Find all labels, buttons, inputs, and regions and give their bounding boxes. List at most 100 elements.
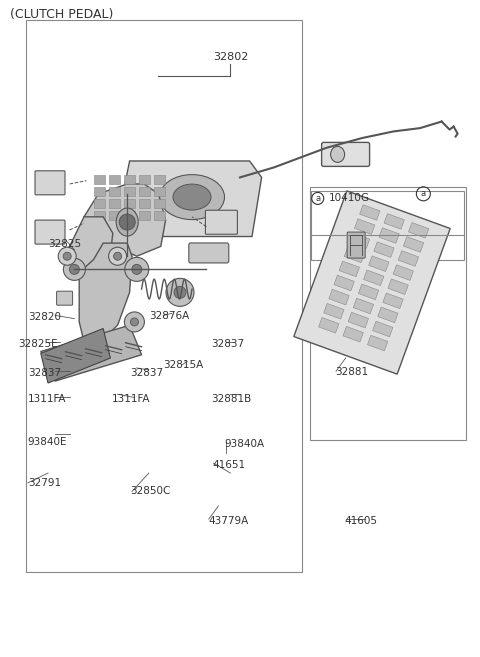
Bar — [26, 20, 302, 572]
Circle shape — [108, 247, 127, 265]
Text: 1311FA: 1311FA — [111, 394, 150, 405]
Text: 41605: 41605 — [345, 516, 378, 526]
Ellipse shape — [159, 175, 225, 219]
Text: 32815A: 32815A — [163, 359, 204, 370]
Text: 32791: 32791 — [28, 478, 61, 488]
Circle shape — [119, 214, 135, 230]
Polygon shape — [368, 335, 388, 351]
Bar — [94, 175, 105, 184]
Text: 32837: 32837 — [131, 367, 164, 378]
Bar — [124, 187, 134, 196]
Bar — [108, 211, 120, 220]
Polygon shape — [84, 184, 166, 256]
Circle shape — [237, 174, 243, 181]
Polygon shape — [403, 237, 424, 252]
Bar — [154, 211, 165, 220]
Polygon shape — [384, 214, 404, 229]
Text: 32881B: 32881B — [211, 394, 252, 405]
Text: 32820: 32820 — [28, 312, 61, 323]
Circle shape — [131, 318, 138, 326]
Polygon shape — [353, 298, 373, 314]
Bar — [124, 175, 134, 184]
Bar — [139, 175, 150, 184]
Circle shape — [232, 170, 248, 185]
Polygon shape — [339, 261, 360, 277]
Polygon shape — [294, 191, 450, 374]
Text: a: a — [421, 189, 426, 198]
Text: 32825: 32825 — [48, 239, 81, 250]
Polygon shape — [41, 325, 142, 381]
Text: 32802: 32802 — [213, 53, 248, 62]
Polygon shape — [355, 219, 375, 235]
Polygon shape — [383, 293, 403, 309]
Text: 32837: 32837 — [211, 339, 244, 350]
Bar — [139, 187, 150, 196]
Bar — [94, 199, 105, 208]
Text: 32881: 32881 — [335, 367, 368, 377]
Circle shape — [114, 252, 121, 260]
Polygon shape — [388, 279, 408, 294]
FancyBboxPatch shape — [347, 232, 365, 258]
Bar — [124, 199, 134, 208]
Circle shape — [124, 312, 144, 332]
Text: 32825E: 32825E — [18, 339, 58, 350]
Bar — [124, 211, 134, 220]
Polygon shape — [372, 321, 393, 337]
Bar — [94, 187, 105, 196]
Ellipse shape — [173, 184, 211, 210]
Text: 10410G: 10410G — [328, 193, 369, 204]
Polygon shape — [324, 304, 344, 319]
Polygon shape — [319, 317, 339, 333]
Text: 43779A: 43779A — [209, 516, 249, 526]
Polygon shape — [360, 205, 380, 220]
Bar — [154, 175, 165, 184]
Polygon shape — [334, 275, 354, 291]
Text: 1311FA: 1311FA — [28, 394, 66, 405]
Bar — [108, 175, 120, 184]
FancyBboxPatch shape — [189, 243, 229, 263]
Text: 93840E: 93840E — [28, 436, 67, 447]
Bar — [154, 187, 165, 196]
Circle shape — [125, 258, 149, 281]
Circle shape — [174, 286, 186, 298]
Polygon shape — [41, 328, 110, 383]
Polygon shape — [393, 265, 413, 281]
Text: a: a — [315, 194, 320, 203]
Bar — [311, 191, 464, 260]
FancyBboxPatch shape — [35, 220, 65, 244]
Circle shape — [70, 264, 79, 275]
Text: 93840A: 93840A — [225, 439, 265, 449]
Polygon shape — [398, 251, 419, 266]
Circle shape — [132, 264, 142, 275]
Text: (CLUTCH PEDAL): (CLUTCH PEDAL) — [10, 8, 113, 21]
Polygon shape — [374, 242, 394, 258]
Polygon shape — [70, 217, 113, 283]
Bar — [310, 187, 466, 440]
Polygon shape — [79, 243, 132, 348]
Circle shape — [58, 247, 76, 265]
Polygon shape — [329, 289, 349, 305]
Bar — [154, 199, 165, 208]
Polygon shape — [378, 307, 398, 323]
FancyBboxPatch shape — [35, 171, 65, 195]
Polygon shape — [379, 228, 399, 243]
FancyBboxPatch shape — [57, 291, 72, 306]
Text: 32837: 32837 — [28, 367, 61, 378]
Polygon shape — [363, 270, 384, 286]
Polygon shape — [359, 284, 379, 300]
Polygon shape — [344, 247, 365, 263]
Bar — [139, 211, 150, 220]
Text: 32876A: 32876A — [149, 311, 189, 321]
Circle shape — [166, 279, 194, 306]
Bar — [108, 187, 120, 196]
Text: 41651: 41651 — [213, 460, 246, 470]
Polygon shape — [118, 161, 262, 237]
Bar — [94, 211, 105, 220]
Polygon shape — [349, 233, 370, 248]
Bar — [108, 199, 120, 208]
Polygon shape — [343, 327, 363, 342]
Text: 32850C: 32850C — [131, 486, 171, 497]
Polygon shape — [348, 312, 369, 328]
Ellipse shape — [116, 208, 138, 236]
Ellipse shape — [331, 147, 345, 162]
